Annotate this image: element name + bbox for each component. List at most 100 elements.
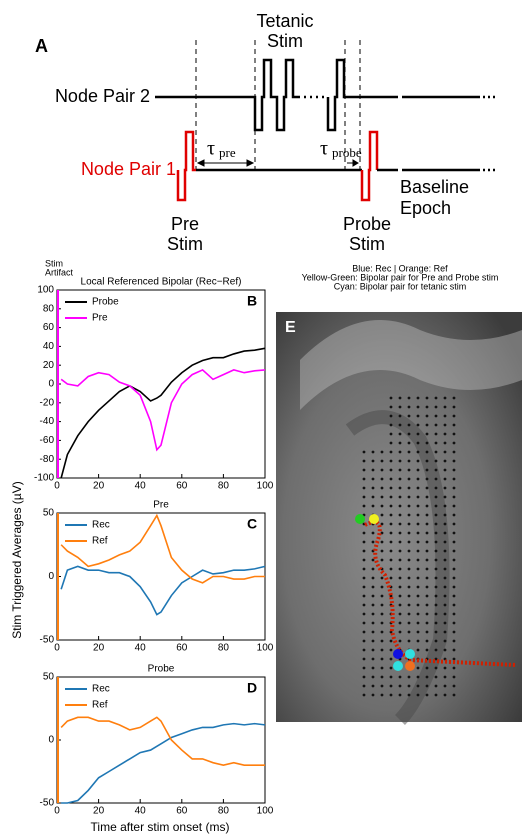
grid-dot	[372, 685, 375, 688]
grid-dot	[372, 613, 375, 616]
grid-dot	[363, 667, 366, 670]
grid-dot	[453, 505, 456, 508]
grid-dot	[426, 667, 429, 670]
grid-dot	[435, 442, 438, 445]
x-tick-label: 40	[135, 481, 147, 492]
grid-dot	[417, 649, 420, 652]
grid-dot	[444, 433, 447, 436]
grid-dot	[444, 541, 447, 544]
grid-dot	[399, 586, 402, 589]
grid-dot	[444, 640, 447, 643]
grid-dot	[408, 577, 411, 580]
grid-dot	[453, 577, 456, 580]
grid-dot	[417, 586, 420, 589]
panel-e: Blue: Rec | Orange: Ref Yellow-Green: Bi…	[276, 263, 522, 722]
grid-dot	[453, 532, 456, 535]
legend-label: Ref	[92, 536, 108, 547]
grid-dot	[453, 469, 456, 472]
grid-dot	[417, 604, 420, 607]
grid-dot	[426, 694, 429, 697]
chart-title: Local Referenced Bipolar (Rec−Ref)	[81, 277, 242, 288]
grid-dot	[390, 559, 393, 562]
pre-stim-label: Stim	[167, 234, 203, 254]
grid-dot	[399, 397, 402, 400]
x-tick-label: 60	[176, 806, 188, 817]
grid-dot	[426, 604, 429, 607]
grid-dot	[453, 496, 456, 499]
grid-dot	[408, 415, 411, 418]
grid-dot	[372, 649, 375, 652]
grid-dot	[426, 451, 429, 454]
grid-dot	[453, 550, 456, 553]
grid-dot	[453, 559, 456, 562]
grid-dot	[390, 505, 393, 508]
grid-dot	[426, 631, 429, 634]
legend-line: Cyan: Bipolar pair for tetanic stim	[334, 281, 467, 291]
grid-dot	[381, 541, 384, 544]
grid-dot	[399, 478, 402, 481]
grid-dot	[363, 613, 366, 616]
grid-dot	[453, 694, 456, 697]
y-axis-label: Stim Triggered Averages (µV)	[10, 481, 24, 638]
grid-dot	[426, 415, 429, 418]
grid-dot	[453, 604, 456, 607]
grid-dot	[408, 451, 411, 454]
panel-label: E	[285, 319, 296, 336]
grid-dot	[426, 586, 429, 589]
node-pair-2-trace	[155, 60, 495, 130]
grid-dot	[435, 451, 438, 454]
grid-dot	[408, 487, 411, 490]
grid-dot	[363, 451, 366, 454]
grid-dot	[363, 640, 366, 643]
electrode-green	[355, 514, 365, 524]
grid-dot	[444, 487, 447, 490]
x-tick-label: 100	[257, 806, 274, 817]
grid-dot	[363, 595, 366, 598]
grid-dot	[426, 397, 429, 400]
electrode-ref	[405, 661, 415, 671]
grid-dot	[381, 658, 384, 661]
grid-dot	[390, 550, 393, 553]
grid-dot	[408, 532, 411, 535]
grid-dot	[408, 433, 411, 436]
grid-dot	[408, 505, 411, 508]
grid-dot	[408, 586, 411, 589]
grid-dot	[417, 496, 420, 499]
grid-dot	[399, 505, 402, 508]
grid-dot	[390, 397, 393, 400]
grid-dot	[372, 478, 375, 481]
grid-dot	[453, 442, 456, 445]
grid-dot	[426, 550, 429, 553]
x-tick-label: 40	[135, 806, 147, 817]
tau-sub: pre	[219, 145, 236, 160]
grid-dot	[435, 496, 438, 499]
grid-dot	[399, 442, 402, 445]
grid-dot	[390, 442, 393, 445]
grid-dot	[453, 613, 456, 616]
legend-label: Rec	[92, 520, 110, 531]
grid-dot	[435, 640, 438, 643]
grid-dot	[426, 469, 429, 472]
grid-dot	[426, 676, 429, 679]
grid-dot	[435, 541, 438, 544]
grid-dot	[408, 424, 411, 427]
grid-dot	[417, 523, 420, 526]
y-tick-label: -40	[40, 416, 55, 427]
node-pair-1-label: Node Pair 1	[81, 159, 176, 179]
grid-dot	[399, 685, 402, 688]
grid-dot	[381, 622, 384, 625]
grid-dot	[417, 487, 420, 490]
grid-dot	[417, 433, 420, 436]
grid-dot	[435, 397, 438, 400]
y-tick-label: 40	[43, 341, 55, 352]
grid-dot	[390, 685, 393, 688]
grid-dot	[363, 685, 366, 688]
grid-dot	[417, 595, 420, 598]
grid-dot	[363, 649, 366, 652]
y-tick-label: 0	[48, 571, 54, 582]
grid-dot	[417, 685, 420, 688]
grid-dot	[363, 559, 366, 562]
grid-dot	[363, 541, 366, 544]
panel-a: A Tetanic Stim Node Pair 2 Node Pair 1 τ…	[35, 11, 495, 254]
grid-dot	[363, 460, 366, 463]
